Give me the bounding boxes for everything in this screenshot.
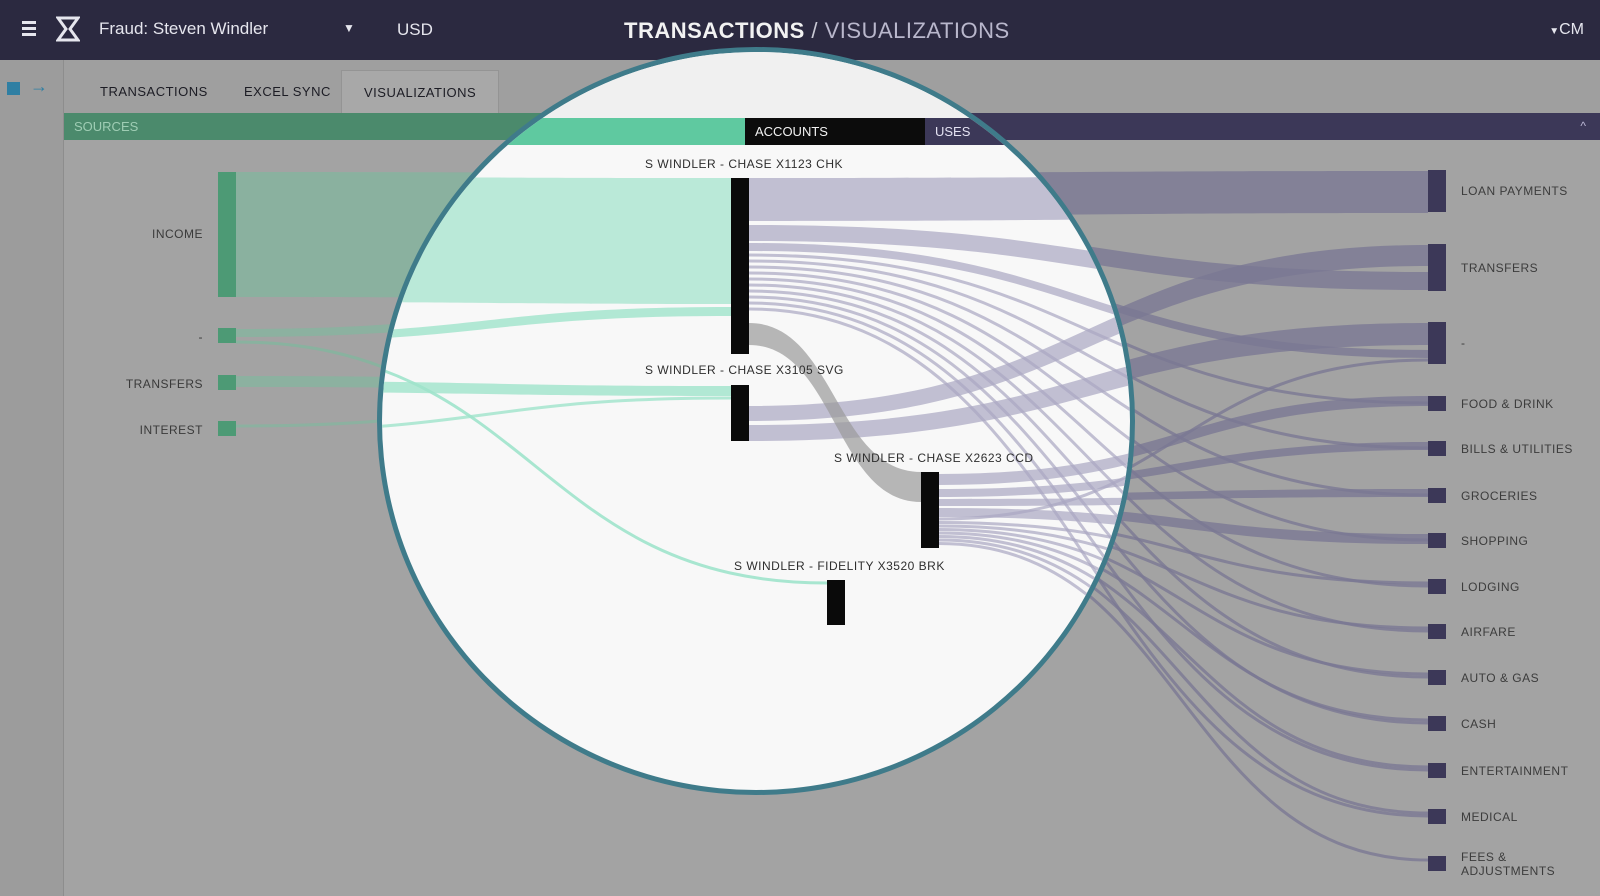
collapse-icon[interactable]: ^ [1580,119,1586,133]
use-node[interactable] [1428,244,1446,291]
source-label: INTEREST [139,423,203,437]
account-label: S WINDLER - CHASE X3105 SVG [645,363,844,377]
lens-sankey-flows [382,176,1130,638]
flow-chk-use [748,295,1130,564]
flow-ccd-shopping [939,508,1130,527]
source-node-interest[interactable] [218,421,236,436]
account-label: S WINDLER - CHASE X1123 CHK [645,157,843,171]
use-node[interactable] [1428,533,1446,548]
use-node[interactable] [1428,396,1446,411]
flow-dash-brk [382,368,828,585]
source-node-income[interactable] [218,172,236,297]
use-label: GROCERIES [1461,488,1538,503]
use-label: ENTERTAINMENT [1461,763,1569,778]
source-label: INCOME [152,227,203,241]
expand-arrow-icon[interactable]: → [30,76,48,96]
use-label: SHOPPING [1461,533,1529,548]
use-node[interactable] [1428,488,1446,503]
flow-ccd-groceries [939,497,1130,506]
tab-transactions[interactable]: TRANSACTIONS [100,84,208,99]
use-node[interactable] [1428,170,1446,212]
account-node-fidelity-brk[interactable] [827,580,845,625]
flow-ccd-bills [939,476,1130,497]
use-node[interactable] [1428,624,1446,639]
use-label: BILLS & UTILITIES [1461,441,1573,456]
use-label: FOOD & DRINK [1461,396,1554,411]
flow-chk-ccd [749,323,921,502]
account-label: S WINDLER - FIDELITY X3520 BRK [734,559,945,573]
account-dropdown-caret-icon[interactable]: ▼ [343,21,355,35]
flow-chk-use [748,259,1130,381]
source-label: - [198,330,203,344]
flow-ccd-use [938,538,1130,622]
use-label: MEDICAL [1461,809,1518,824]
use-label: LOAN PAYMENTS [1461,184,1568,198]
account-node-chase-ccd[interactable] [921,472,939,548]
panel-square-icon[interactable] [7,82,20,95]
lens-uses-band: USES [925,118,1130,145]
flow-chk-loan [749,176,1130,221]
source-node-dash[interactable] [218,328,236,343]
accounts-band: ACCOUNTS [745,118,925,145]
account-selector[interactable]: Fraud: Steven Windler [99,19,269,38]
flow-chk-use [748,301,1130,595]
flow-chk-use [748,271,1130,442]
flow-chk-dash [749,243,1130,320]
lens-sources-band [382,118,745,145]
flow-dash-chk [382,307,731,339]
flow-ccd-use [938,535,1130,606]
flow-transfers-svg [382,381,731,396]
flow-ccd-bills [934,442,1428,492]
use-label: AUTO & GAS [1461,670,1540,685]
flow-ccd-use [938,542,1130,638]
use-node[interactable] [1428,441,1446,456]
use-label: - [1461,336,1466,350]
account-label: S WINDLER - CHASE X2623 CCD [834,451,1034,465]
use-node[interactable] [1428,579,1446,594]
lens-tab-area [382,52,1130,118]
flow-chk-use [748,283,1130,503]
flow-svg-transfers [749,310,1130,421]
user-caret-icon: ▼ [1549,26,1560,37]
hamburger-menu-icon[interactable] [18,18,40,40]
user-menu[interactable]: ▼CM [1549,21,1584,38]
use-node[interactable] [1428,716,1446,731]
left-rail: → [0,60,64,896]
account-node-chase-chk[interactable] [731,178,749,354]
source-node-transfers[interactable] [218,375,236,390]
account-node-chase-svg[interactable] [731,385,749,441]
flow-ccd-use [938,521,1130,543]
currency-selector[interactable]: USD [397,20,433,39]
flow-ccd-use [938,528,1130,574]
flow-chk-transfers [749,225,1130,275]
flow-ccd-use [938,524,1130,559]
use-node[interactable] [1428,856,1446,871]
use-label: CASH [1461,716,1497,731]
use-node[interactable] [1428,809,1446,824]
flow-ccd-use [938,531,1130,590]
use-node[interactable] [1428,322,1446,364]
flow-ccd-use [938,473,1130,521]
magnifier-lens: ACCOUNTS USES S WINDLER - CHASE X1123 CH… [377,47,1135,795]
page-title: TRANSACTIONS / VISUALIZATIONS [624,18,1010,43]
flow-interest-svg [382,396,732,428]
flow-ccd-food [939,453,1130,485]
use-label: LODGING [1461,579,1520,594]
source-label: TRANSFERS [125,377,203,391]
use-node[interactable] [1428,670,1446,685]
use-label: TRANSFERS [1461,260,1539,275]
tab-excel-sync[interactable]: EXCEL SYNC [244,84,331,99]
flow-chk-use [748,277,1130,472]
use-label: AIRFARE [1461,624,1516,639]
flow-income-chk [382,177,731,304]
use-label: FEES & ADJUSTMENTS [1461,849,1556,878]
app-logo-icon [56,16,80,42]
use-node[interactable] [1428,763,1446,778]
